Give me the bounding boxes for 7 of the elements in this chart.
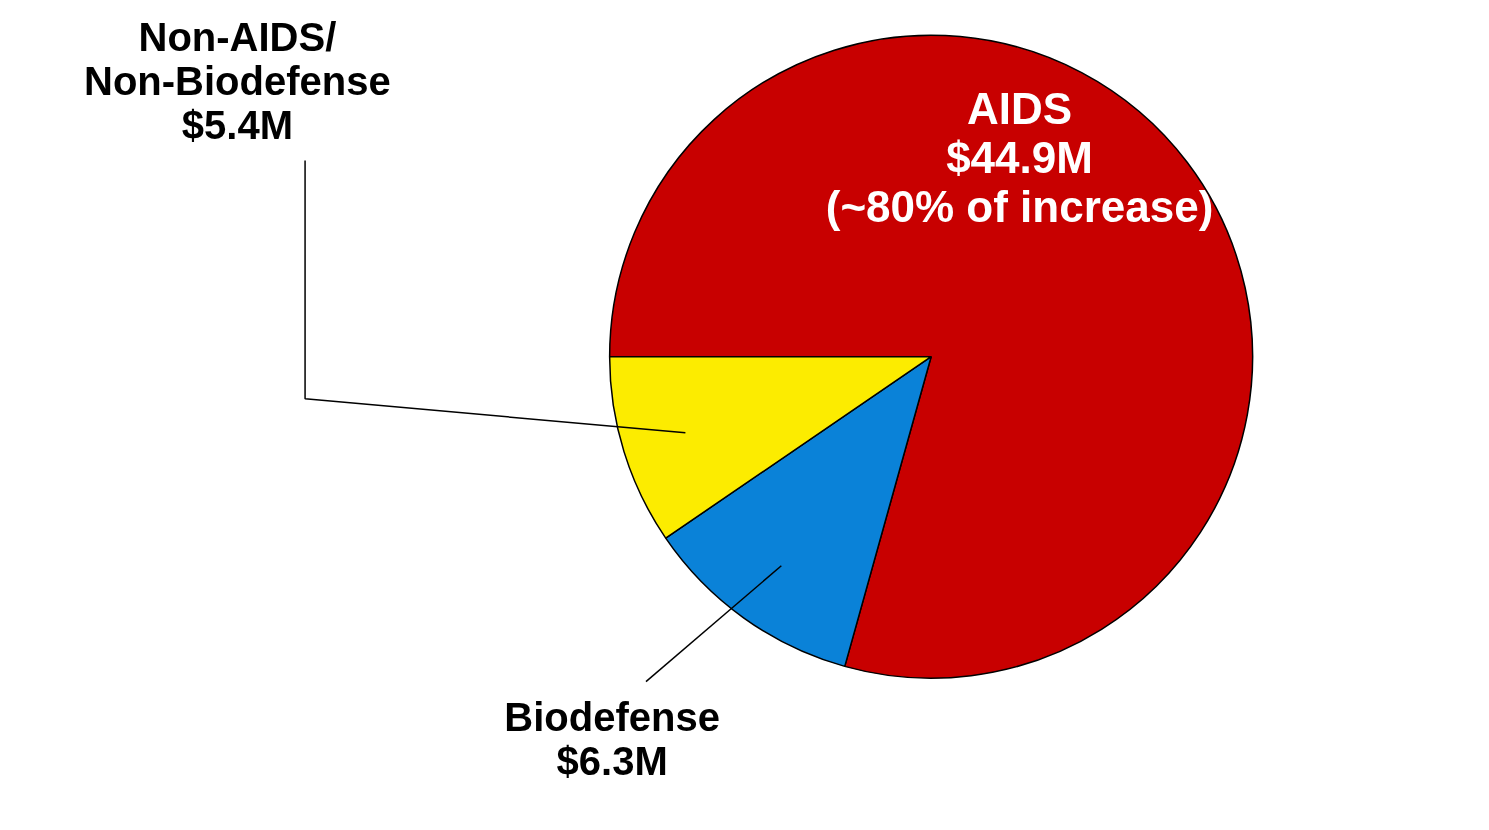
data-label: $5.4M — [181, 102, 293, 147]
text: (~80% of increase) — [825, 181, 1214, 231]
data-label: $6.3M — [556, 739, 668, 784]
slice-label: AIDS — [966, 83, 1073, 133]
data-label: $44.9M — [946, 132, 1093, 182]
slice-label: Non-AIDS/Non-Biodefense — [84, 14, 391, 103]
slice-label: Biodefense — [504, 695, 720, 740]
